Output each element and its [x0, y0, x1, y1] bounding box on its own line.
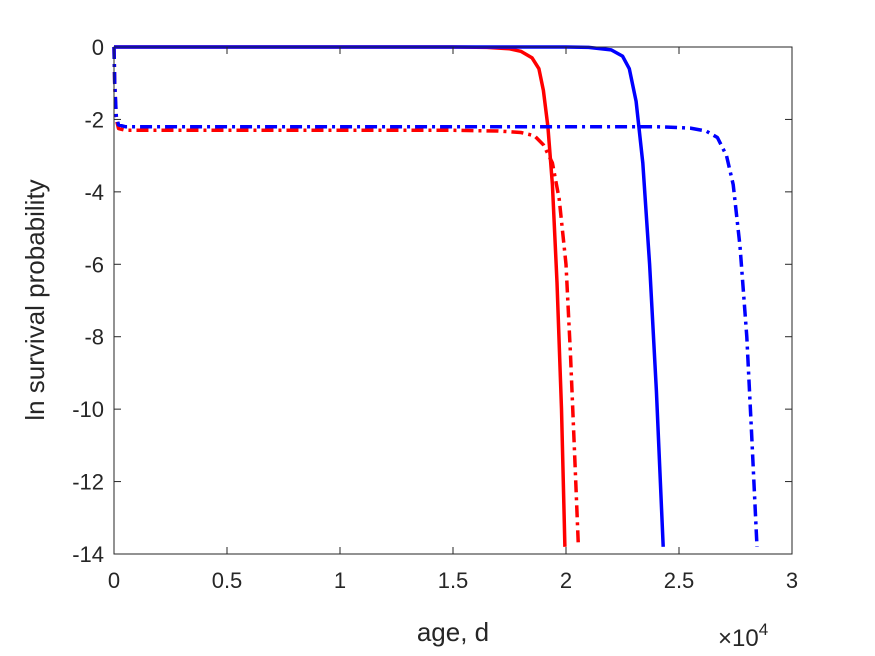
y-tick-label: 0: [92, 35, 104, 60]
x-tick-label: 0: [108, 568, 120, 593]
x-axis-label: age, d: [417, 617, 489, 647]
x-tick-label: 3: [786, 568, 798, 593]
y-tick-label: -14: [72, 542, 104, 567]
series-line-2: [112, 46, 581, 547]
y-ticks: 0 -2 -4 -6 -8 -10 -12 -14: [72, 35, 792, 567]
plot-area: [114, 47, 792, 554]
x-tick-label: 1: [334, 568, 346, 593]
x-tick-label: 0.5: [212, 568, 243, 593]
x-tick-label: 2.5: [664, 568, 695, 593]
x-ticks: 0 0.5 1 1.5 2 2.5 3: [108, 47, 798, 593]
x-tick-label: 1.5: [438, 568, 469, 593]
y-tick-label: -6: [84, 252, 104, 277]
y-tick-label: -4: [84, 180, 104, 205]
y-tick-label: -12: [72, 470, 104, 495]
x-axis-exponent-power: 4: [759, 620, 768, 639]
x-tick-label: 2: [560, 568, 572, 593]
x-axis-exponent-base: ×10: [718, 625, 759, 652]
series-line-4: [112, 46, 759, 547]
y-tick-label: -2: [84, 107, 104, 132]
x-axis-exponent: ×104: [718, 620, 768, 652]
y-tick-label: -10: [72, 397, 104, 422]
y-axis-label: ln survival probability: [20, 179, 50, 420]
y-tick-label: -8: [84, 325, 104, 350]
